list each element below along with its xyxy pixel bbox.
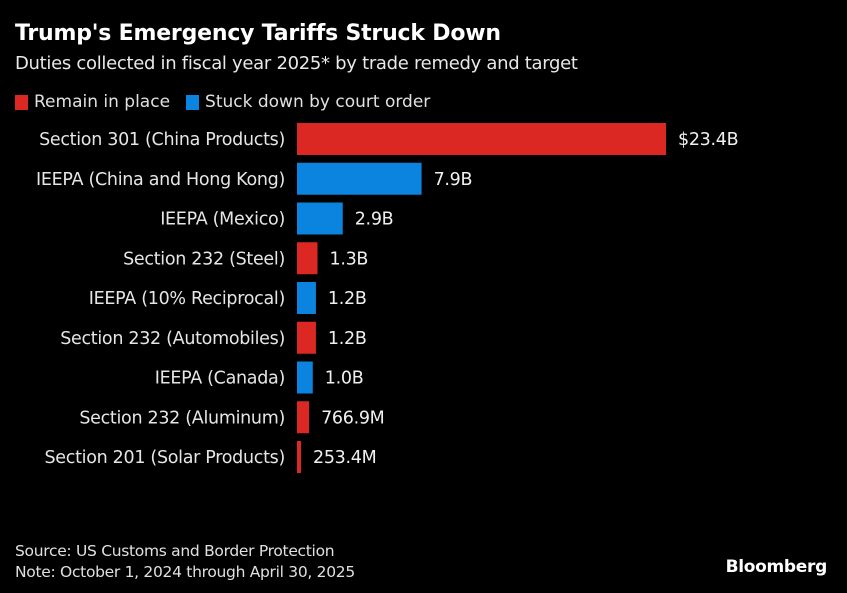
value-label: $23.4B <box>678 130 738 150</box>
bar-struck <box>297 282 316 314</box>
category-label: IEEPA (10% Reciprocal) <box>89 289 285 309</box>
legend-swatch-struck <box>186 94 200 110</box>
chart-title: Trump's Emergency Tariffs Struck Down <box>15 21 501 46</box>
bar-remain <box>297 321 316 354</box>
bar-remain <box>297 123 666 155</box>
category-label: IEEPA (Mexico) <box>160 210 285 230</box>
date-note: Note: October 1, 2024 through April 30, … <box>15 563 355 581</box>
bloomberg-logo: Bloomberg <box>725 557 828 577</box>
category-label: Section 232 (Steel) <box>123 249 285 269</box>
bar-remain <box>297 441 301 473</box>
source-note: Source: US Customs and Border Protection <box>15 542 335 560</box>
legend-item-struck: Stuck down by court order <box>186 92 430 112</box>
legend-label-remain: Remain in place <box>34 92 171 112</box>
legend-swatch-remain <box>15 94 28 110</box>
value-label: 766.9M <box>321 408 384 428</box>
legend-item-remain: Remain in place <box>15 92 170 112</box>
category-label: IEEPA (Canada) <box>155 369 285 389</box>
bar-remain <box>297 401 310 434</box>
bar-struck <box>297 361 313 394</box>
value-label: 1.0B <box>325 369 364 389</box>
footer: Source: US Customs and Border Protection… <box>15 541 355 583</box>
value-label: 1.2B <box>328 329 367 349</box>
chart-subtitle: Duties collected in fiscal year 2025* by… <box>15 53 578 74</box>
category-label: Section 201 (Solar Products) <box>44 448 285 468</box>
bar-struck <box>297 202 343 235</box>
value-label: 2.9B <box>355 210 394 230</box>
legend: Remain in place Stuck down by court orde… <box>15 92 446 112</box>
bar-remain <box>297 242 318 275</box>
value-label: 1.3B <box>330 249 369 269</box>
legend-label-struck: Stuck down by court order <box>205 92 431 112</box>
category-label: IEEPA (China and Hong Kong) <box>36 170 285 190</box>
bar-struck <box>297 162 422 195</box>
category-label: Section 232 (Automobiles) <box>60 329 285 349</box>
value-label: 253.4M <box>313 448 376 468</box>
value-label: 1.2B <box>328 289 367 309</box>
category-label: Section 232 (Aluminum) <box>79 408 285 428</box>
value-label: 7.9B <box>434 170 473 190</box>
category-label: Section 301 (China Products) <box>39 130 285 150</box>
